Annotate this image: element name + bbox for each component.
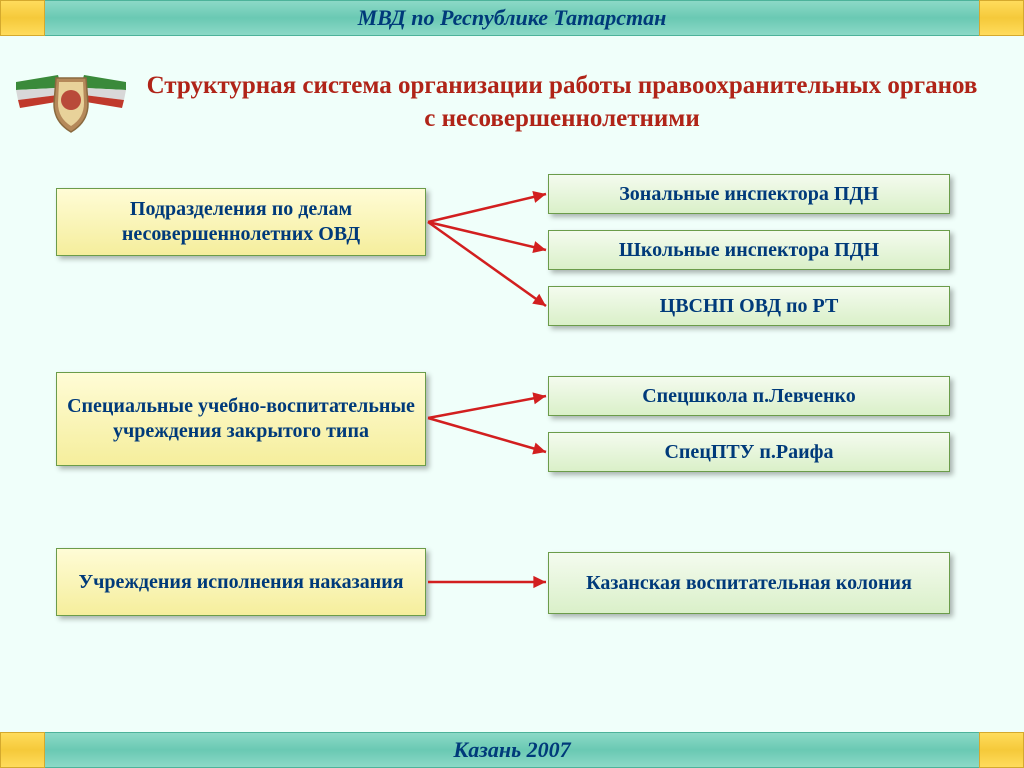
left-box-l1: Подразделения по делам несовершеннолетни… [56,188,426,256]
footer-accent-right [979,732,1024,768]
right-box-r2: Школьные инспектора ПДН [548,230,950,270]
emblem-icon [16,60,126,135]
right-box-r1: Зональные инспектора ПДН [548,174,950,214]
right-box-r6: Казанская воспитательная колония [548,552,950,614]
right-box-r5: СпецПТУ п.Раифа [548,432,950,472]
header-accent-right [979,0,1024,36]
footer-accent-left [0,732,45,768]
footer-text: Казань 2007 [453,737,570,763]
header-title: МВД по Республике Татарстан [358,5,667,31]
right-box-r4: Спецшкола п.Левченко [548,376,950,416]
header-bar: МВД по Республике Татарстан [0,0,1024,36]
left-box-l2: Специальные учебно-воспитательные учрежд… [56,372,426,466]
right-box-r3: ЦВСНП ОВД по РТ [548,286,950,326]
header-accent-left [0,0,45,36]
footer-bar: Казань 2007 [0,732,1024,768]
page-title: Структурная система организации работы п… [140,70,984,135]
left-box-l3: Учреждения исполнения наказания [56,548,426,616]
